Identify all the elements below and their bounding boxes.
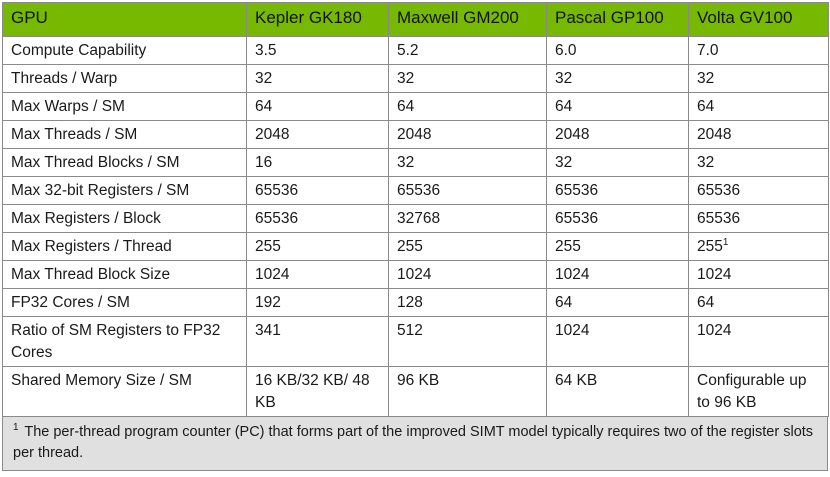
table-row: Max Threads / SM 2048 2048 2048 2048: [2, 120, 829, 149]
table-row: Threads / Warp 32 32 32 32: [2, 64, 829, 93]
cell-maxwell: 32: [388, 148, 547, 177]
cell-kepler: 65536: [246, 176, 389, 205]
row-label: Max Registers / Thread: [2, 232, 247, 261]
table-row: Max Registers / Block 65536 32768 65536 …: [2, 204, 829, 233]
cell-maxwell: 5.2: [388, 36, 547, 65]
cell-pascal: 2048: [546, 120, 689, 149]
row-label: Shared Memory Size / SM: [2, 366, 247, 417]
table-body: Compute Capability 3.5 5.2 6.0 7.0 Threa…: [2, 36, 829, 417]
header-cell-maxwell: Maxwell GM200: [388, 2, 547, 37]
cell-pascal: 255: [546, 232, 689, 261]
table-row: Compute Capability 3.5 5.2 6.0 7.0: [2, 36, 829, 65]
cell-kepler: 1024: [246, 260, 389, 289]
cell-volta: 2048: [688, 120, 829, 149]
cell-kepler: 3.5: [246, 36, 389, 65]
cell-volta-value: 255: [697, 238, 723, 255]
cell-volta: 65536: [688, 204, 829, 233]
cell-volta: 64: [688, 92, 829, 121]
cell-pascal: 64 KB: [546, 366, 689, 417]
table-row: Max Thread Blocks / SM 16 32 32 32: [2, 148, 829, 177]
header-row: GPU Kepler GK180 Maxwell GM200 Pascal GP…: [2, 2, 829, 37]
gpu-spec-table: GPU Kepler GK180 Maxwell GM200 Pascal GP…: [2, 2, 829, 417]
header-cell-pascal: Pascal GP100: [546, 2, 689, 37]
row-label: Max Registers / Block: [2, 204, 247, 233]
cell-pascal: 6.0: [546, 36, 689, 65]
cell-kepler: 2048: [246, 120, 389, 149]
row-label: Max Thread Block Size: [2, 260, 247, 289]
cell-pascal: 1024: [546, 316, 689, 367]
header-cell-volta: Volta GV100: [688, 2, 829, 37]
cell-kepler: 16 KB/32 KB/ 48 KB: [246, 366, 389, 417]
cell-maxwell: 65536: [388, 176, 547, 205]
footnote-number: 1: [13, 422, 19, 434]
table-header: GPU Kepler GK180 Maxwell GM200 Pascal GP…: [2, 2, 829, 37]
table-row: Max 32-bit Registers / SM 65536 65536 65…: [2, 176, 829, 205]
cell-maxwell: 32768: [388, 204, 547, 233]
cell-kepler: 64: [246, 92, 389, 121]
table-row: Max Warps / SM 64 64 64 64: [2, 92, 829, 121]
cell-volta: 1024: [688, 260, 829, 289]
table-footnote: 1 The per-thread program counter (PC) th…: [2, 417, 828, 471]
cell-maxwell: 2048: [388, 120, 547, 149]
row-label: Ratio of SM Registers to FP32 Cores: [2, 316, 247, 367]
footnote-text: The per-thread program counter (PC) that…: [13, 424, 814, 461]
header-cell-kepler: Kepler GK180: [246, 2, 389, 37]
cell-volta: 1024: [688, 316, 829, 367]
cell-pascal: 64: [546, 92, 689, 121]
cell-volta: 64: [688, 288, 829, 317]
cell-maxwell: 512: [388, 316, 547, 367]
cell-kepler: 341: [246, 316, 389, 367]
row-label: Max 32-bit Registers / SM: [2, 176, 247, 205]
cell-kepler: 192: [246, 288, 389, 317]
cell-kepler: 255: [246, 232, 389, 261]
table-row: Shared Memory Size / SM 16 KB/32 KB/ 48 …: [2, 366, 829, 417]
gpu-comparison-document: GPU Kepler GK180 Maxwell GM200 Pascal GP…: [2, 2, 829, 471]
cell-volta: 65536: [688, 176, 829, 205]
row-label: FP32 Cores / SM: [2, 288, 247, 317]
cell-volta: 7.0: [688, 36, 829, 65]
row-label: Max Thread Blocks / SM: [2, 148, 247, 177]
table-row: Max Thread Block Size 1024 1024 1024 102…: [2, 260, 829, 289]
header-cell-gpu: GPU: [2, 2, 247, 37]
cell-volta: 32: [688, 148, 829, 177]
footnote-marker: 1: [722, 236, 729, 248]
cell-maxwell: 96 KB: [388, 366, 547, 417]
cell-pascal: 65536: [546, 204, 689, 233]
row-label: Compute Capability: [2, 36, 247, 65]
cell-maxwell: 1024: [388, 260, 547, 289]
cell-maxwell: 64: [388, 92, 547, 121]
cell-pascal: 1024: [546, 260, 689, 289]
row-label: Max Warps / SM: [2, 92, 247, 121]
cell-volta: 2551: [688, 232, 829, 261]
cell-maxwell: 32: [388, 64, 547, 93]
cell-pascal: 32: [546, 64, 689, 93]
cell-pascal: 32: [546, 148, 689, 177]
table-row: FP32 Cores / SM 192 128 64 64: [2, 288, 829, 317]
cell-kepler: 32: [246, 64, 389, 93]
cell-kepler: 65536: [246, 204, 389, 233]
cell-pascal: 65536: [546, 176, 689, 205]
table-row: Ratio of SM Registers to FP32 Cores 341 …: [2, 316, 829, 367]
row-label: Threads / Warp: [2, 64, 247, 93]
row-label: Max Threads / SM: [2, 120, 247, 149]
cell-pascal: 64: [546, 288, 689, 317]
cell-maxwell: 255: [388, 232, 547, 261]
cell-volta: 32: [688, 64, 829, 93]
table-row: Max Registers / Thread 255 255 255 2551: [2, 232, 829, 261]
cell-kepler: 16: [246, 148, 389, 177]
cell-volta: Configurable up to 96 KB: [688, 366, 829, 417]
cell-maxwell: 128: [388, 288, 547, 317]
